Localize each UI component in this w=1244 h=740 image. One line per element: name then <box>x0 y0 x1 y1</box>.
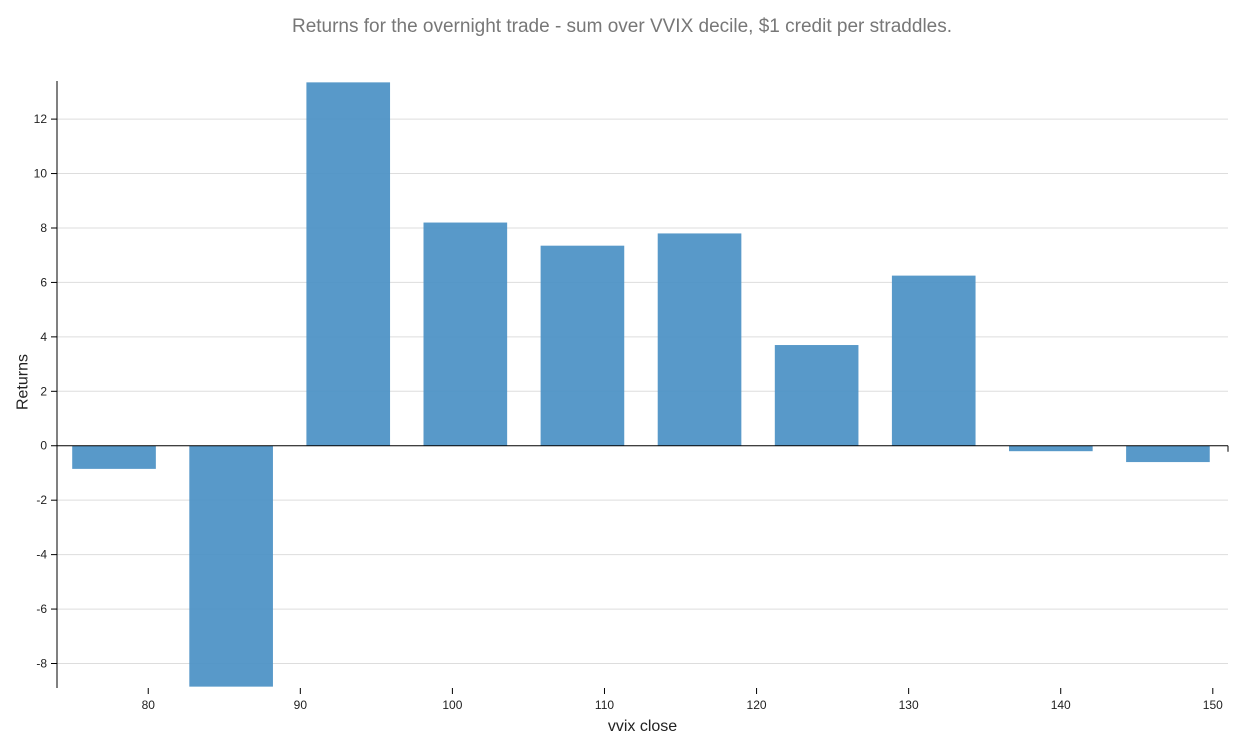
y-tick-label: -4 <box>36 548 47 562</box>
bar <box>1126 445 1210 463</box>
y-tick-label: -6 <box>36 602 47 616</box>
x-tick-label: 140 <box>1051 698 1071 712</box>
y-tick-label: 0 <box>40 439 47 453</box>
y-axis-title: Returns <box>15 354 32 410</box>
bar <box>891 275 976 446</box>
x-tick-label: 90 <box>294 698 308 712</box>
x-tick-label: 150 <box>1203 698 1223 712</box>
bar <box>1009 445 1093 452</box>
y-tick-label: -2 <box>36 493 47 507</box>
x-tick-label: 100 <box>442 698 462 712</box>
bar <box>423 222 508 446</box>
x-tick-label: 130 <box>899 698 919 712</box>
grid-layer <box>57 118 1228 665</box>
bar <box>657 233 742 446</box>
y-tick-label: 6 <box>40 275 47 289</box>
chart-title: Returns for the overnight trade - sum ov… <box>291 16 953 37</box>
y-tick-label: 4 <box>40 330 47 344</box>
y-tick-label: 12 <box>34 112 48 126</box>
bar <box>72 445 156 469</box>
x-tick-label: 120 <box>747 698 767 712</box>
y-tick-label: 2 <box>40 384 47 398</box>
bar <box>189 445 273 687</box>
axes-layer: -8 -6 -4 -2 0 2 4 6 8 10 12 80 90 100 110 120 130 140 150 <box>34 81 1229 712</box>
x-tick-label: 80 <box>142 698 156 712</box>
y-tick-label: -8 <box>36 657 47 671</box>
bar <box>774 345 859 446</box>
x-axis-title: vvix close <box>608 718 677 735</box>
bars-layer <box>72 82 1210 687</box>
y-tick-label: 8 <box>40 221 47 235</box>
x-tick-label: 110 <box>595 698 614 712</box>
y-tick-label: 10 <box>34 167 48 181</box>
bar <box>540 245 625 446</box>
bar <box>306 82 391 446</box>
